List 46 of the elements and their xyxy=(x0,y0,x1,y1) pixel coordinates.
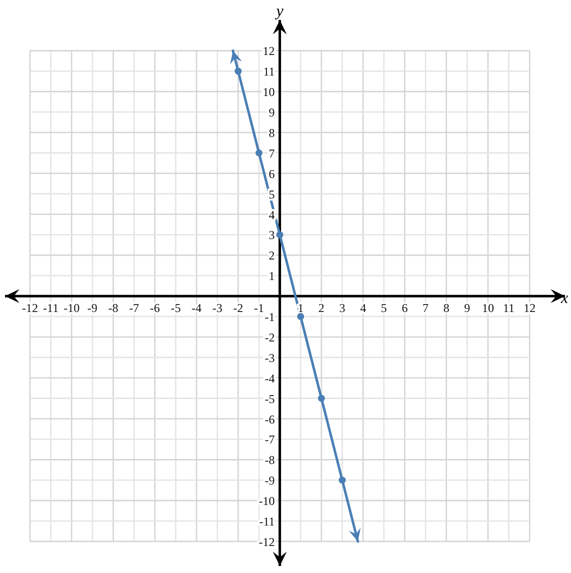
x-tick-label: 11 xyxy=(503,301,515,316)
x-tick-label: -10 xyxy=(64,301,80,316)
x-tick-label: 2 xyxy=(318,301,324,316)
y-tick-label: -2 xyxy=(264,330,275,344)
x-tick-label: 4 xyxy=(360,301,366,316)
y-tick-label: 10 xyxy=(262,85,275,100)
y-tick-label: -7 xyxy=(264,432,275,447)
y-tick-label: -11 xyxy=(259,514,275,529)
y-tick-label: -9 xyxy=(264,474,275,488)
y-tick-label: 11 xyxy=(263,64,275,79)
y-tick-label: 4 xyxy=(268,208,275,222)
x-tick-label: 3 xyxy=(339,301,346,316)
y-tick-label: -8 xyxy=(264,453,275,468)
y-tick-label: 8 xyxy=(268,126,275,140)
y-tick-label: -6 xyxy=(264,412,275,426)
y-tick-label: 2 xyxy=(268,248,275,263)
x-tick-label: -9 xyxy=(87,301,98,316)
x-tick-label: 7 xyxy=(422,301,429,316)
x-tick-label: 9 xyxy=(464,301,470,316)
x-tick-label: -2 xyxy=(233,301,244,316)
y-tick-label: 7 xyxy=(268,146,275,160)
y-tick-label: -5 xyxy=(264,392,275,406)
x-tick-label: 8 xyxy=(443,301,450,316)
y-tick-label: 1 xyxy=(268,269,275,284)
y-tick-label: -3 xyxy=(264,350,275,365)
x-tick-label: -3 xyxy=(212,301,222,316)
x-tick-label: 6 xyxy=(402,301,408,316)
y-tick-label: 9 xyxy=(268,106,275,120)
y-axis-title: y xyxy=(274,3,284,20)
x-tick-label: -11 xyxy=(43,301,59,316)
y-tick-label: 12 xyxy=(262,44,275,58)
y-tick-label: 6 xyxy=(268,166,275,181)
x-tick-label: 5 xyxy=(380,301,387,316)
x-tick-label: 10 xyxy=(482,301,494,316)
x-tick-label: -5 xyxy=(170,301,181,316)
x-tick-label: -6 xyxy=(150,301,160,316)
x-tick-label: -12 xyxy=(22,301,38,316)
x-tick-label: -4 xyxy=(192,301,202,316)
y-tick-label: 3 xyxy=(268,228,275,242)
x-tick-label: 12 xyxy=(524,301,536,316)
y-tick-label: -4 xyxy=(264,371,275,386)
y-tick-label: -1 xyxy=(264,310,275,324)
y-tick-label: -12 xyxy=(258,534,275,549)
y-tick-label: -10 xyxy=(258,494,275,508)
x-tick-label: -7 xyxy=(129,301,140,316)
x-tick-label: -8 xyxy=(108,301,118,316)
